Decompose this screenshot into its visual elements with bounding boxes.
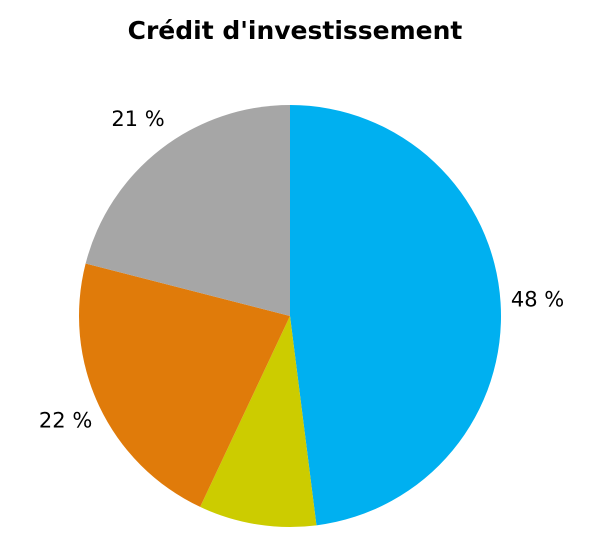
data-label: 48 %	[511, 287, 564, 311]
pie-slice	[290, 105, 502, 526]
chart-title: Crédit d'investissement	[128, 16, 463, 45]
pie-slice	[79, 263, 290, 507]
pie-slice	[200, 316, 317, 527]
pie-slice	[85, 105, 290, 316]
data-label: 22 %	[39, 409, 92, 433]
data-label: 21 %	[111, 107, 164, 131]
